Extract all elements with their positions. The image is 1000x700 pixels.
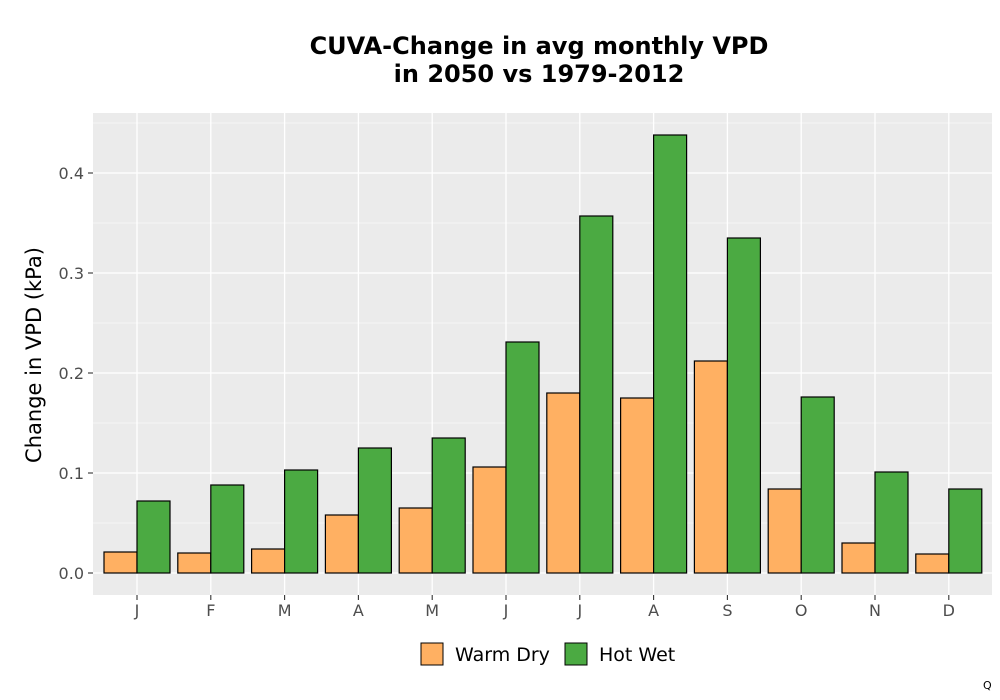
bar-hot-wet-12 [948,488,983,574]
y-tick-label: 0.1 [59,464,84,483]
bar-warm-dry-6 [472,466,507,574]
bar-hot-wet-9 [726,237,762,574]
x-tick-label: O [795,601,808,620]
bar-hot-wet-4 [357,447,392,574]
legend-label-hot-wet: Hot Wet [599,644,675,666]
x-tick-label: J [503,601,509,620]
bar-hot-wet-7 [579,215,614,574]
bar-warm-dry-5 [398,507,433,574]
bar-hot-wet-3 [284,469,319,574]
x-tick-label: J [134,601,140,620]
bar-warm-dry-12 [915,553,950,574]
legend-swatch-hot-wet [564,642,588,666]
chart-title-line-1: CUVA-Change in avg monthly VPD [310,32,769,60]
y-axis-ticks: 0.0 0.1 0.2 0.3 0.4 [59,164,93,583]
bar-hot-wet-11 [874,471,909,574]
x-tick-label: N [869,601,881,620]
y-tick-label: 0.4 [59,164,84,183]
y-tick-label: 0.0 [59,564,84,583]
legend-swatch-warm-dry [420,642,444,666]
bar-hot-wet-2 [210,484,245,574]
x-tick-label: A [648,601,659,620]
bar-warm-dry-4 [324,514,359,574]
bar-warm-dry-11 [841,542,876,574]
bars [103,134,983,574]
bar-hot-wet-6 [505,341,540,574]
bar-hot-wet-8 [652,134,688,574]
legend-label-warm-dry: Warm Dry [455,644,550,666]
corner-mark: Q [983,679,992,692]
bar-hot-wet-1 [136,500,171,574]
bar-warm-dry-2 [177,552,212,574]
x-tick-label: M [278,601,292,620]
bar-warm-dry-10 [767,488,802,574]
y-axis-label: Change in VPD (kPa) [22,247,46,463]
bar-warm-dry-7 [546,392,581,574]
x-tick-label: D [943,601,955,620]
y-tick-label: 0.3 [59,264,84,283]
bar-warm-dry-3 [251,548,286,574]
x-tick-label: J [576,601,582,620]
bar-warm-dry-9 [693,360,729,574]
x-tick-label: S [722,601,732,620]
x-tick-label: A [353,601,364,620]
bar-warm-dry-1 [103,551,138,574]
bar-warm-dry-8 [619,397,655,574]
chart-title-line-2: in 2050 vs 1979-2012 [394,60,685,88]
y-tick-label: 0.2 [59,364,84,383]
bar-hot-wet-10 [800,396,835,574]
x-tick-label: M [425,601,439,620]
bar-hot-wet-5 [431,437,466,574]
x-tick-label: F [206,601,215,620]
legend: Warm Dry Hot Wet [420,642,675,666]
